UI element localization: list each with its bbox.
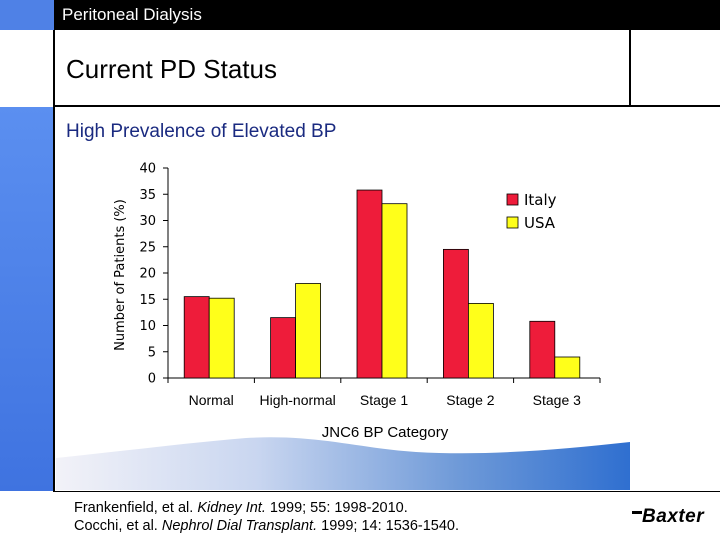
reference-1-authors: Frankenfield, et al. bbox=[74, 500, 198, 516]
reference-2-details: 1999; 14: 1536-1540. bbox=[317, 518, 460, 534]
y-tick-label: 35 bbox=[139, 188, 156, 203]
logo-accent bbox=[632, 511, 642, 514]
bar-usa bbox=[467, 303, 494, 379]
page-title: Current PD Status bbox=[66, 54, 277, 84]
x-tick-label: High-normal bbox=[259, 392, 335, 408]
legend-swatch-italy bbox=[506, 193, 519, 206]
left-accent-panel bbox=[0, 107, 53, 491]
y-tick-label: 0 bbox=[148, 372, 156, 387]
reference-1-journal: Kidney Int. bbox=[197, 500, 266, 516]
x-tick-label: Stage 3 bbox=[533, 392, 581, 408]
section-title: Peritoneal Dialysis bbox=[62, 5, 202, 24]
right-divider bbox=[629, 30, 631, 106]
header-bar: Peritoneal Dialysis bbox=[0, 0, 720, 30]
bar-italy bbox=[270, 317, 297, 379]
bar-italy bbox=[356, 189, 383, 379]
x-tick-label: Stage 1 bbox=[360, 392, 408, 408]
bar-usa bbox=[208, 297, 235, 379]
x-axis-label: JNC6 BP Category bbox=[322, 424, 449, 441]
page-subtitle: High Prevalence of Elevated BP bbox=[66, 121, 337, 142]
y-tick-label: 20 bbox=[139, 267, 156, 282]
title-underline bbox=[53, 105, 720, 107]
reference-1: Frankenfield, et al. Kidney Int. 1999; 5… bbox=[74, 500, 408, 516]
y-tick-label: 10 bbox=[139, 319, 156, 334]
y-tick-label: 25 bbox=[139, 240, 156, 255]
x-tick-label: Stage 2 bbox=[446, 392, 494, 408]
footer-divider bbox=[53, 491, 720, 492]
reference-1-details: 1999; 55: 1998-2010. bbox=[265, 500, 408, 516]
y-axis-label: Number of Patients (%) bbox=[113, 199, 128, 351]
x-tick-label: Normal bbox=[189, 392, 234, 408]
baxter-logo: Baxter bbox=[642, 506, 705, 527]
bar-usa bbox=[295, 283, 322, 379]
reference-2-journal: Nephrol Dial Transplant. bbox=[161, 518, 318, 534]
left-divider bbox=[53, 30, 55, 492]
y-tick-label: 5 bbox=[148, 345, 156, 360]
legend-swatch-usa bbox=[506, 216, 519, 229]
bar-usa bbox=[381, 203, 408, 379]
bar-usa bbox=[554, 356, 581, 379]
header-accent bbox=[0, 0, 54, 30]
legend-label-usa: USA bbox=[524, 214, 556, 232]
bar-italy bbox=[442, 248, 469, 379]
decorative-wave bbox=[56, 437, 630, 490]
y-tick-label: 40 bbox=[139, 162, 156, 177]
reference-2: Cocchi, et al. Nephrol Dial Transplant. … bbox=[74, 518, 459, 534]
y-tick-label: 30 bbox=[139, 214, 156, 229]
y-tick-label: 15 bbox=[139, 293, 156, 308]
legend-label-italy: Italy bbox=[524, 191, 557, 209]
bar-italy bbox=[529, 320, 556, 379]
bar-italy bbox=[183, 296, 210, 379]
reference-2-authors: Cocchi, et al. bbox=[74, 518, 162, 534]
